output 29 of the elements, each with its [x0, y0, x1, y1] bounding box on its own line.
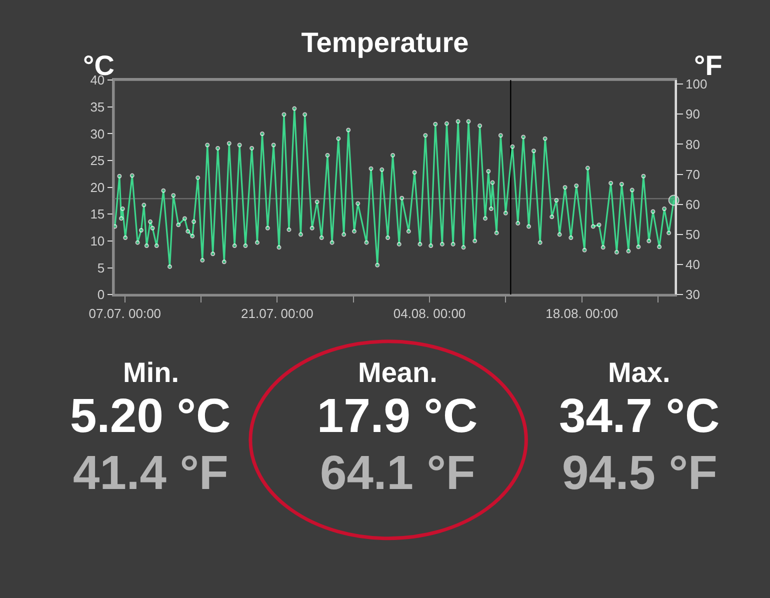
text: 5.20 °C: [70, 390, 231, 443]
y-tick-label: 20: [90, 180, 105, 195]
y2-tick-label: 50: [686, 226, 700, 242]
text: 94.5 °F: [562, 447, 718, 500]
y2-tick-label: 80: [686, 136, 700, 152]
text: Mean.: [358, 357, 438, 388]
text: 17.9 °C: [317, 390, 478, 443]
y2-tick-label: 40: [686, 257, 700, 272]
text: 34.7 °C: [559, 390, 720, 443]
x-tick-label: 21.07. 00:00: [241, 306, 314, 321]
chart-title: Temperature: [301, 26, 469, 58]
x-tick-label: 04.08. 00:00: [393, 306, 466, 321]
y2-tick-label: 30: [686, 287, 700, 302]
y-tick-label: 15: [90, 206, 105, 222]
y-tick-label: 30: [90, 126, 105, 142]
y2-tick-label: 90: [686, 106, 700, 122]
y-tick-label: 25: [90, 153, 105, 168]
y-tick-label: 0: [97, 287, 105, 302]
y-tick-label: 35: [90, 99, 105, 114]
text: Min.: [123, 357, 179, 388]
y-tick-label: 10: [90, 234, 105, 249]
y2-tick-label: 60: [686, 196, 700, 212]
x-tick-label: 07.07. 00:00: [88, 306, 162, 321]
y-tick-label: 5: [97, 260, 105, 276]
text: 64.1 °F: [320, 447, 476, 500]
text: 41.4 °F: [73, 447, 228, 500]
x-tick-label: 18.08. 00:00: [546, 306, 618, 321]
y2-tick-label: 70: [686, 166, 700, 182]
text: Max.: [608, 357, 670, 388]
